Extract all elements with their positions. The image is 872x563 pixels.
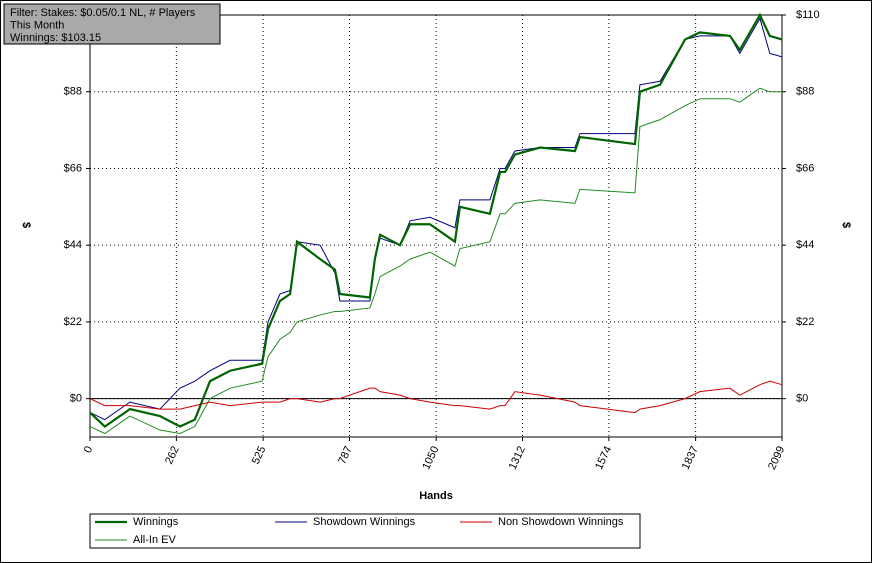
x-tick-label: 0 [82,444,95,455]
legend [89,513,641,549]
plot-area [89,14,783,438]
legend-label: Showdown Winnings [313,516,416,528]
y-tick-label: $66 [64,162,82,174]
series-line [89,87,782,435]
series-line [89,17,783,421]
series-line [89,380,783,414]
y-tick-label: $22 [64,316,82,328]
filter-text: This Month [10,19,64,31]
y2-tick-label: $88 [796,86,814,98]
series-line [89,12,783,428]
y-tick-label: $0 [70,393,82,405]
legend-label: All-In EV [133,534,176,546]
y2-tick-label: $44 [796,239,814,251]
y-tick-label: $44 [64,239,82,251]
y2-axis-label: $ [840,222,852,228]
y2-tick-label: $0 [796,393,808,405]
legend-label: Winnings [133,516,179,528]
y-tick-label: $88 [64,86,82,98]
filter-text: Filter: Stakes: $0.05/0.1 NL, # Players [10,7,196,19]
x-axis-label: Hands [419,490,453,502]
y2-tick-label: $66 [796,162,814,174]
filter-box [3,3,221,45]
filter-text: Winnings: $103.15 [10,32,101,44]
y2-tick-label: $110 [796,9,820,21]
y-axis-label: $ [20,222,32,228]
legend-label: Non Showdown Winnings [498,516,624,528]
y2-tick-label: $22 [796,316,814,328]
